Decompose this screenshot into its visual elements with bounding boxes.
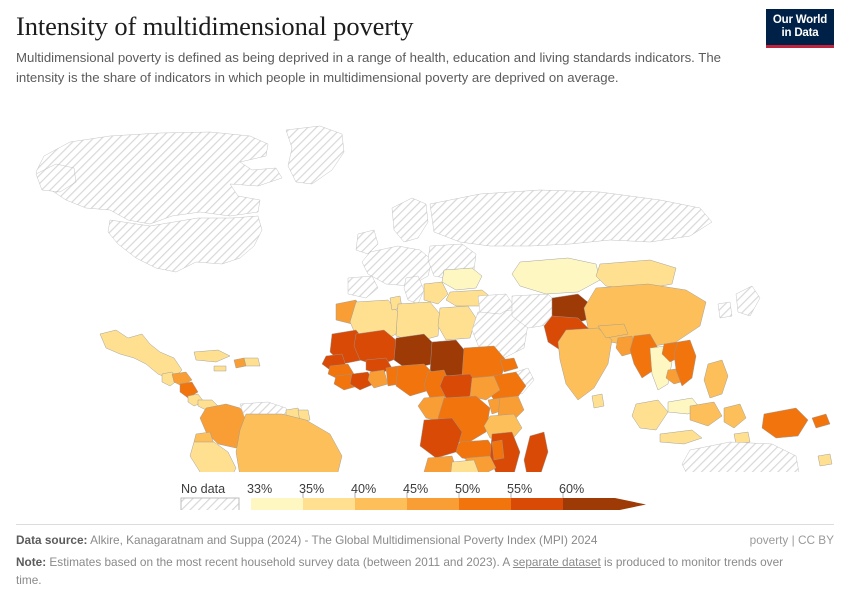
world-map-svg[interactable]	[0, 112, 850, 472]
country-papua-new-guinea[interactable]	[761, 407, 809, 439]
legend-ticks	[302, 492, 564, 498]
country-greenland[interactable]	[285, 125, 345, 185]
country-angola[interactable]	[419, 417, 463, 459]
country-nepal-bhutan[interactable]	[597, 323, 629, 339]
country-libya[interactable]	[395, 301, 441, 343]
country-alaska[interactable]	[35, 163, 77, 193]
country-balkans[interactable]	[423, 281, 449, 305]
country-myanmar[interactable]	[629, 333, 659, 379]
country-vietnam[interactable]	[673, 339, 697, 387]
legend-no-data-label: No data	[181, 482, 225, 496]
country-indonesia-sulawesi[interactable]	[723, 403, 747, 429]
legend-tick-label-1: 35%	[299, 482, 324, 496]
country-indonesia-java[interactable]	[659, 429, 703, 445]
legend-arrow-end	[615, 498, 646, 510]
region-europe[interactable]	[347, 189, 713, 307]
country-japan[interactable]	[735, 285, 761, 317]
country-egypt[interactable]	[437, 305, 477, 341]
country-iraq-syria[interactable]	[477, 293, 515, 315]
legend-svg[interactable]: No data 3	[0, 470, 850, 510]
country-timor[interactable]	[733, 431, 751, 445]
legend-bin-3[interactable]	[407, 498, 459, 510]
legend-tick-label-2: 40%	[351, 482, 376, 496]
country-vanuatu-fiji[interactable]	[817, 453, 833, 467]
country-sri-lanka[interactable]	[591, 393, 605, 409]
country-peru[interactable]	[189, 441, 237, 472]
country-central-asia[interactable]	[511, 257, 601, 295]
country-scandinavia[interactable]	[391, 197, 429, 243]
country-russia[interactable]	[429, 189, 713, 247]
region-north-america[interactable]	[35, 125, 345, 273]
country-ghana[interactable]	[367, 369, 389, 389]
region-latin-america[interactable]	[99, 329, 343, 472]
legend-bins[interactable]	[251, 498, 646, 510]
country-brazil[interactable]	[235, 413, 343, 472]
country-burkina-faso[interactable]	[365, 357, 393, 375]
page-title: Intensity of multidimensional poverty	[16, 11, 414, 41]
country-mexico[interactable]	[99, 329, 183, 381]
country-indonesia-sumatra[interactable]	[631, 399, 669, 431]
footer-divider	[16, 524, 834, 525]
country-usa[interactable]	[107, 215, 263, 273]
country-solomon-islands[interactable]	[811, 413, 831, 429]
country-iberia[interactable]	[347, 275, 379, 299]
country-canada[interactable]	[35, 131, 283, 225]
legend-bin-2[interactable]	[355, 498, 407, 510]
region-sub-saharan-africa[interactable]	[321, 329, 549, 472]
legend-tick-label-5: 55%	[507, 482, 532, 496]
footer-note: Note: Estimates based on the most recent…	[16, 554, 806, 589]
country-cuba[interactable]	[193, 349, 231, 363]
note-label: Note:	[16, 555, 47, 570]
legend-tick-label-0: 33%	[247, 482, 272, 496]
country-korea[interactable]	[717, 301, 733, 319]
page-subtitle: Multidimensional poverty is defined as b…	[16, 50, 721, 85]
legend-bin-5[interactable]	[511, 498, 563, 510]
country-namibia[interactable]	[423, 455, 458, 472]
legend-bin-0[interactable]	[251, 498, 303, 510]
region-asia[interactable]	[511, 257, 833, 467]
country-madagascar[interactable]	[523, 431, 549, 472]
country-uk-ireland[interactable]	[355, 229, 379, 255]
country-india[interactable]	[557, 327, 613, 401]
license-text[interactable]: poverty | CC BY	[749, 533, 834, 547]
owid-logo[interactable]: Our World in Data	[766, 9, 834, 48]
map-legend[interactable]: No data 3	[0, 470, 850, 510]
country-italy[interactable]	[403, 275, 425, 305]
country-eritrea[interactable]	[499, 357, 519, 373]
country-australia[interactable]	[681, 441, 800, 472]
country-dominican-republic[interactable]	[243, 357, 261, 367]
note-part-1: Estimates based on the most recent house…	[46, 555, 513, 570]
data-source: Data source: Alkire, Kanagaratnam and Su…	[16, 532, 597, 549]
country-botswana[interactable]	[450, 459, 480, 472]
legend-no-data-swatch[interactable]	[180, 497, 240, 510]
legend-bin-4[interactable]	[459, 498, 511, 510]
owid-logo-line1: Our World	[772, 14, 828, 26]
note-part-2: is produced to monitor trends over time.	[16, 555, 784, 587]
country-jamaica[interactable]	[213, 365, 227, 372]
footer-source-row: Data source: Alkire, Kanagaratnam and Su…	[16, 532, 834, 549]
chart-header: Intensity of multidimensional poverty Mu…	[16, 0, 834, 87]
legend-tick-label-6: 60%	[559, 482, 584, 496]
country-ukraine[interactable]	[441, 267, 483, 291]
legend-bin-1[interactable]	[303, 498, 355, 510]
legend-bin-6[interactable]	[563, 498, 615, 510]
owid-logo-line2: in Data	[781, 27, 819, 40]
data-source-text: Alkire, Kanagaratnam and Suppa (2024) - …	[87, 533, 598, 547]
data-source-label: Data source:	[16, 533, 88, 547]
country-philippines[interactable]	[703, 359, 729, 399]
country-malawi[interactable]	[491, 439, 505, 461]
world-map[interactable]	[0, 112, 850, 472]
legend-tick-label-4: 50%	[455, 482, 480, 496]
country-indonesia-kalimantan[interactable]	[689, 401, 723, 427]
country-south-sudan[interactable]	[469, 375, 501, 401]
separate-dataset-link[interactable]: separate dataset	[512, 555, 601, 570]
country-cote-divoire[interactable]	[349, 371, 375, 391]
region-oceania[interactable]	[681, 441, 842, 472]
chart-footer: Data source: Alkire, Kanagaratnam and Su…	[16, 524, 834, 589]
legend-tick-label-3: 45%	[403, 482, 428, 496]
